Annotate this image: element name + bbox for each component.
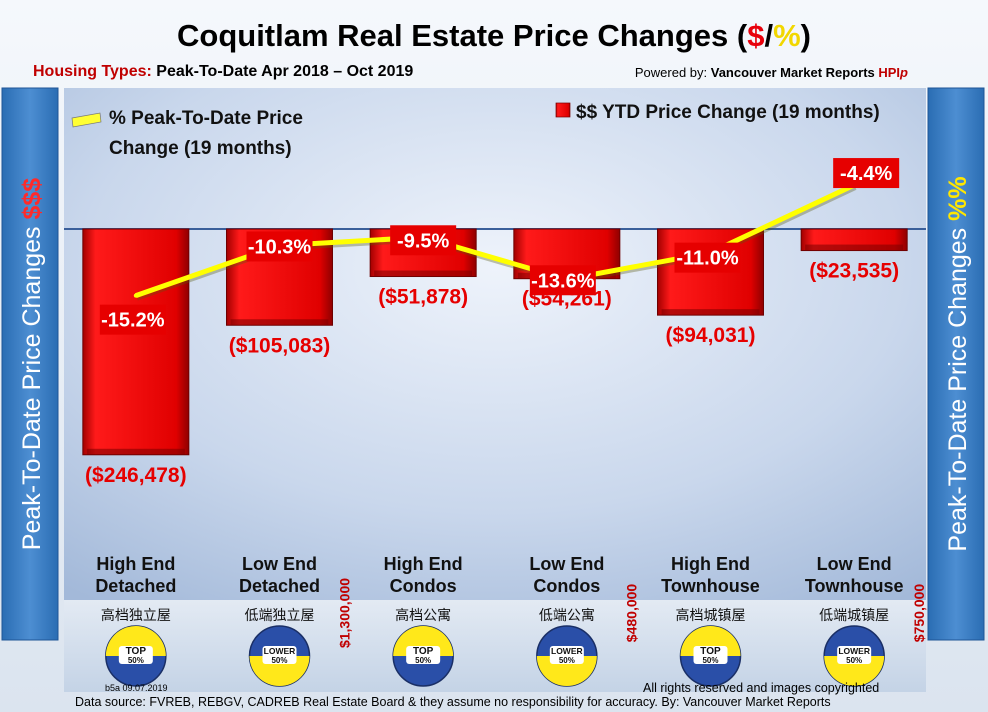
category-label-3-line1: Low End bbox=[529, 554, 604, 574]
bars-layer bbox=[82, 228, 908, 456]
legend-bar-label: $$ YTD Price Change (19 months) bbox=[576, 102, 880, 123]
pct-label-box-2 bbox=[390, 225, 457, 256]
bar-shadow-1 bbox=[230, 319, 329, 326]
category-label-2-line1: High End bbox=[384, 554, 463, 574]
badge-text-5-1: LOWER bbox=[838, 646, 870, 656]
badge-text-3-1: LOWER bbox=[551, 646, 583, 656]
category-label-3-line2: Condos bbox=[533, 576, 600, 596]
badge-text-1-2: 50% bbox=[271, 656, 287, 665]
badge-center-3 bbox=[549, 646, 584, 664]
price-threshold-2: $750,000 bbox=[911, 584, 927, 643]
legend: % Peak-To-Date Price Change (19 months) … bbox=[71, 102, 880, 159]
powered-by: Powered by: Vancouver Market Reports HPI… bbox=[634, 65, 908, 80]
legend-line-label-1: % Peak-To-Date Price bbox=[109, 108, 303, 129]
category-label-0-line1: High End bbox=[96, 554, 175, 574]
badge-center-5 bbox=[837, 646, 872, 664]
badge-text-0-2: 50% bbox=[128, 656, 144, 665]
category-chinese-5: 低端城镇屋 bbox=[819, 608, 889, 624]
pct-label-0: -15.2% bbox=[101, 310, 165, 332]
badge-center-4 bbox=[693, 646, 728, 664]
chart-title: Coquitlam Real Estate Price Changes ($/%… bbox=[177, 18, 811, 53]
category-label-1-line1: Low End bbox=[242, 554, 317, 574]
bar-label-5: ($23,535) bbox=[809, 260, 899, 283]
footer-note: b5a 09.07.2019 bbox=[105, 683, 168, 693]
bar-label-0: ($246,478) bbox=[85, 464, 187, 487]
pct-label-box-4 bbox=[674, 242, 741, 273]
bar-label-1: ($105,083) bbox=[229, 334, 331, 357]
pct-label-box-0 bbox=[99, 304, 166, 335]
chart-subtitle: Housing Types: Peak-To-Date Apr 2018 – O… bbox=[33, 63, 414, 80]
bar-shadow-5 bbox=[805, 244, 904, 251]
category-label-2-line2: Condos bbox=[390, 576, 457, 596]
line-point-0 bbox=[133, 293, 138, 298]
badge-text-5-2: 50% bbox=[846, 656, 862, 665]
bar-0 bbox=[82, 228, 190, 456]
pct-label-3: -13.6% bbox=[531, 270, 595, 292]
badge-text-1-1: LOWER bbox=[264, 646, 296, 656]
left-axis-accent: $$$ bbox=[18, 178, 46, 220]
price-threshold-0: $1,300,000 bbox=[336, 578, 352, 648]
badge-text-0-1: TOP bbox=[126, 646, 147, 657]
bar-shadow-4 bbox=[661, 309, 760, 316]
title-percent: % bbox=[773, 18, 801, 53]
category-chinese-0: 高档独立屋 bbox=[101, 607, 171, 624]
badge-text-3-2: 50% bbox=[559, 656, 575, 665]
category-chinese-1: 低端独立屋 bbox=[245, 608, 315, 624]
pct-label-2: -9.5% bbox=[397, 230, 449, 252]
left-side-panel: Peak-To-Date Price Changes $$$ bbox=[1, 87, 59, 641]
legend-bar-swatch bbox=[555, 102, 571, 118]
pct-label-1: -10.3% bbox=[248, 236, 312, 258]
badge-center-2 bbox=[406, 646, 441, 664]
badge-text-2-1: TOP bbox=[413, 646, 434, 657]
legend-line-label-2: Change (19 months) bbox=[109, 138, 292, 159]
category-label-4-line1: High End bbox=[671, 554, 750, 574]
badge-center-0 bbox=[118, 646, 153, 664]
badge-text-4-1: TOP bbox=[700, 646, 721, 657]
pct-label-5: -4.4% bbox=[840, 163, 892, 185]
title-dollar: $ bbox=[747, 18, 765, 53]
left-axis-label: Peak-To-Date Price Changes $$$ bbox=[18, 178, 46, 551]
price-threshold-1: $480,000 bbox=[624, 584, 640, 643]
category-chinese-4: 高档城镇屋 bbox=[676, 607, 746, 624]
badge-text-4-2: 50% bbox=[702, 656, 718, 665]
bar-label-4: ($94,031) bbox=[666, 324, 756, 347]
right-axis-accent: %% bbox=[944, 176, 972, 220]
labels-layer: ($246,478)($105,083)($51,878) ($54,261)($… bbox=[85, 158, 900, 487]
plot-area bbox=[64, 88, 926, 600]
pct-label-box-5 bbox=[833, 158, 900, 189]
category-chinese-3: 低端公寓 bbox=[539, 607, 595, 624]
category-band bbox=[64, 600, 926, 692]
footer-rights: All rights reserved and images copyright… bbox=[643, 681, 880, 695]
pct-label-box-3 bbox=[529, 265, 596, 296]
pct-label-box-1 bbox=[246, 231, 313, 262]
bar-shadow-2 bbox=[374, 270, 473, 277]
badge-center-1 bbox=[262, 646, 297, 664]
legend-line-swatch bbox=[71, 112, 102, 128]
pct-label-4: -11.0% bbox=[676, 248, 738, 270]
bar-label-2: ($51,878) bbox=[378, 286, 468, 309]
badge-text-2-2: 50% bbox=[415, 656, 431, 665]
category-label-5-line1: Low End bbox=[817, 554, 892, 574]
category-chinese-2: 高档公寓 bbox=[395, 607, 451, 624]
bar-shadow-0 bbox=[86, 448, 185, 455]
category-label-5-line2: Townhouse bbox=[805, 576, 904, 596]
right-axis-label: Peak-To-Date Price Changes %% bbox=[944, 176, 972, 551]
category-label-0-line2: Detached bbox=[95, 576, 176, 596]
right-side-panel: Peak-To-Date Price Changes %% bbox=[927, 87, 985, 641]
category-label-4-line2: Townhouse bbox=[661, 576, 760, 596]
category-label-1-line2: Detached bbox=[239, 576, 320, 596]
footer-source: Data source: FVREB, REBGV, CADREB Real E… bbox=[75, 695, 831, 709]
